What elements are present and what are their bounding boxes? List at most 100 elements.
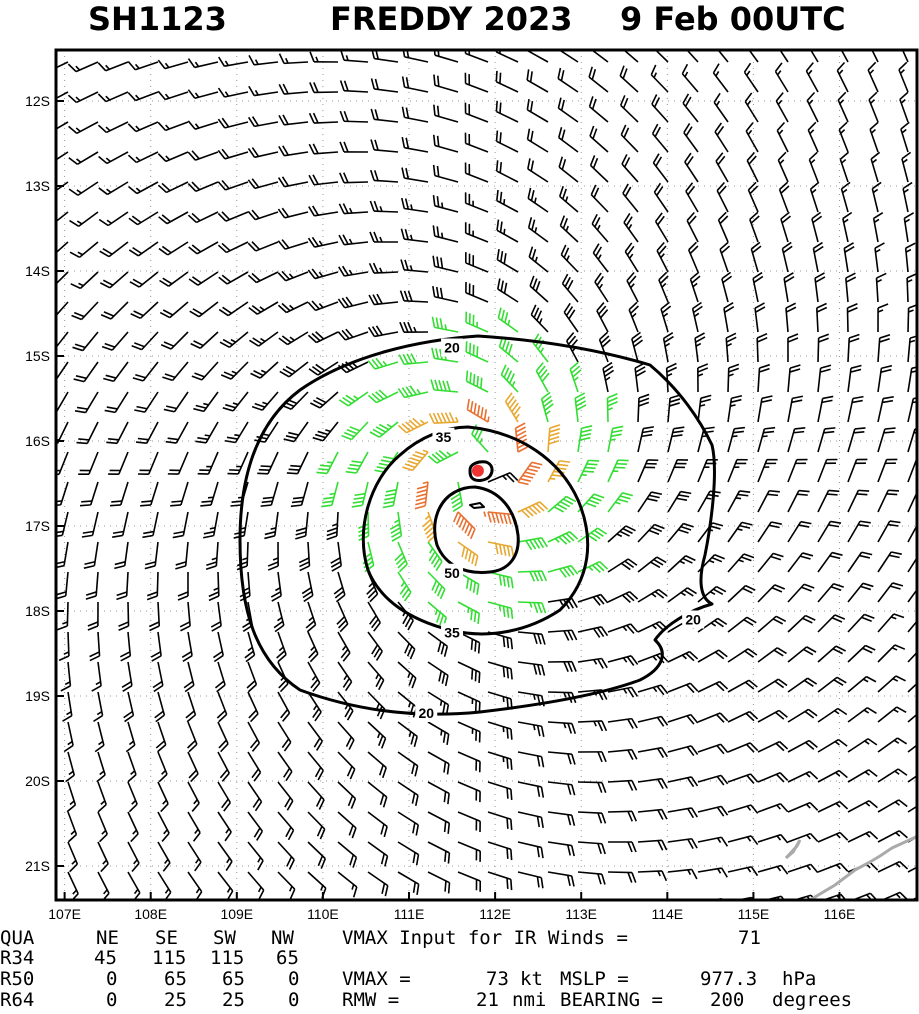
wind-barb [651,94,669,123]
wind-barb [877,582,904,603]
wind-barb [400,197,429,213]
wind-barb [847,613,875,633]
wind-barb [457,601,481,625]
wind-barb [157,90,189,101]
wind-barb [249,331,279,347]
wind-barb [607,590,639,604]
wind-barb [847,489,870,513]
wind-barb [547,531,579,545]
wind-barb [787,552,814,573]
wind-barb [369,200,399,213]
wind-barb [787,832,819,843]
wind-barb [338,902,357,927]
wind-barb [132,361,159,382]
wind-barb [345,451,369,474]
wind-barb [903,212,915,243]
wind-barb [815,302,828,333]
wind-barb [907,556,917,573]
coastline-mainland [809,834,917,900]
wind-barb [270,571,282,602]
wind-barb [157,121,189,132]
wind-barb [99,271,129,289]
wind-barb [217,721,229,753]
contour-20kt [238,334,716,716]
contour-labels: 20 20 20 35 35 50 [415,338,705,722]
wind-barb [186,721,198,753]
wind-barb [547,424,561,453]
wind-barb [697,774,729,786]
wind-barb [247,721,261,752]
info-row-r50-sw: 65 [222,968,245,990]
wind-barb [654,50,669,63]
wind-barb [369,231,399,243]
wind-barb [127,91,159,102]
wind-barb [217,87,249,98]
wind-barb [308,361,339,376]
wind-barb [200,481,219,507]
wind-barb [279,361,309,378]
wind-barb [159,301,189,319]
wind-barb [433,104,459,123]
wind-barb [67,91,99,104]
wind-barb [607,655,639,666]
wind-barb [712,63,729,93]
wind-barb [559,215,579,243]
contour-label: 20 [444,340,460,356]
wind-barb [119,631,132,662]
wind-barb [187,89,219,100]
info-row-r50-label: R50 [0,968,34,990]
info-row-r34-nw: 65 [276,947,299,969]
wind-barb [56,301,69,317]
wind-barb [339,80,369,93]
wind-barb [867,61,879,93]
wind-barb [723,302,735,333]
wind-barb [787,583,815,603]
wind-barb [283,421,309,443]
title-date-time: 9 Feb 00UTC [620,0,846,38]
x-tick-label: 109E [220,906,253,922]
wind-barb [188,271,219,286]
wind-barb [757,552,784,573]
wind-barb [218,301,249,317]
wind-barb [746,151,759,183]
wind-barb [167,451,189,475]
wind-barb [333,571,346,603]
wind-barb [626,272,639,303]
wind-barb [500,364,519,393]
wind-barb [257,451,279,475]
wind-barb [432,195,459,213]
wind-barb [367,751,387,779]
wind-barb [369,421,399,438]
wind-barb [389,511,403,542]
wind-barb [157,871,172,900]
wind-barb [401,167,429,183]
wind-barb [517,661,546,676]
wind-barb [128,181,159,195]
wind-barb [877,768,908,783]
title-storm-name-year: FREDDY 2023 [330,0,573,38]
wind-barb [326,511,339,541]
wind-barb [312,421,339,442]
wind-barb [874,242,885,273]
wind-barb [685,182,699,213]
wind-barb [427,661,449,687]
wind-barb [653,182,669,213]
wind-barb [817,831,849,843]
wind-barb [592,243,609,273]
wind-barb [128,241,159,257]
wind-barb [487,541,515,558]
wind-barb [817,769,848,783]
wind-barb [875,272,887,303]
wind-barb [565,332,579,363]
wind-barb [277,176,309,188]
wind-barb [607,686,639,698]
wind-barb [127,841,140,872]
wind-barb [247,781,263,812]
info-header-nw: NW [271,927,294,949]
wind-barb [453,511,476,540]
wind-barb [397,721,418,748]
wind-barb [457,841,481,862]
wind-barb [487,751,513,770]
wind-barb [56,601,69,631]
wind-barb [74,391,99,414]
